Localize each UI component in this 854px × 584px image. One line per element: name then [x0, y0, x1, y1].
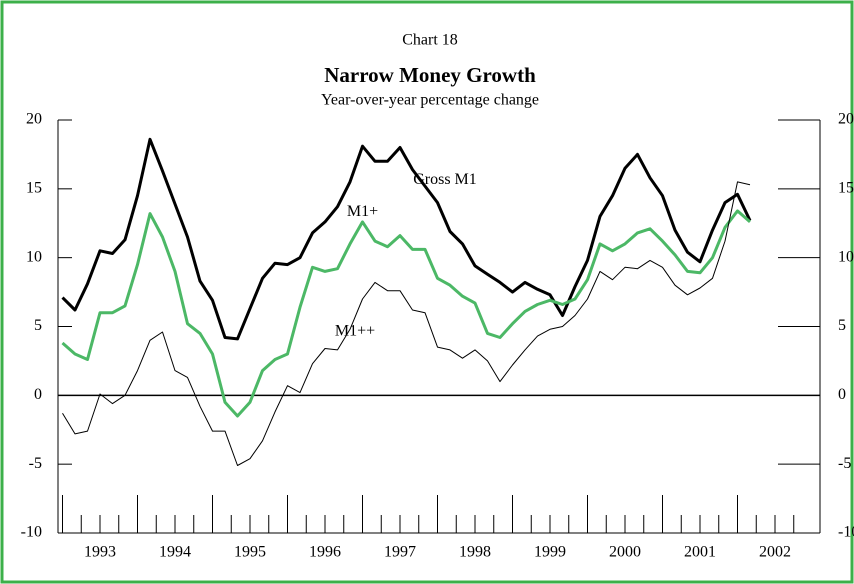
- y-tick-label: 15: [26, 180, 42, 197]
- x-tick-label: 1995: [234, 544, 266, 561]
- chart-label: Chart 18: [402, 32, 458, 49]
- series-label: M1+: [347, 203, 378, 220]
- series-label: M1++: [335, 323, 375, 340]
- y2-tick-label: -5: [838, 455, 851, 472]
- x-tick-label: 1996: [309, 544, 341, 561]
- y2-tick-label: 15: [838, 180, 854, 197]
- y2-tick-label: -10: [838, 524, 854, 541]
- x-tick-label: 1994: [159, 544, 191, 561]
- chart-title: Narrow Money Growth: [324, 63, 536, 87]
- x-tick-label: 1997: [384, 544, 416, 561]
- y2-tick-label: 10: [838, 248, 854, 265]
- x-tick-label: 1993: [84, 544, 116, 561]
- y2-tick-label: 20: [838, 111, 854, 128]
- x-tick-label: 2000: [609, 544, 641, 561]
- y-tick-label: 0: [34, 386, 42, 403]
- x-tick-label: 1998: [459, 544, 491, 561]
- series-label: Gross M1: [413, 171, 477, 188]
- y2-tick-label: 0: [838, 386, 846, 403]
- series-line: [61, 209, 751, 418]
- y-tick-label: -5: [29, 455, 42, 472]
- chart-subtitle: Year-over-year percentage change: [321, 92, 539, 109]
- y-tick-label: 5: [34, 317, 42, 334]
- x-tick-label: 2001: [684, 544, 716, 561]
- y-tick-label: 20: [26, 111, 42, 128]
- x-tick-label: 2002: [759, 544, 791, 561]
- y-tick-label: -10: [21, 524, 42, 541]
- y2-tick-label: 5: [838, 317, 846, 334]
- series-line: [62, 181, 751, 466]
- x-tick-label: 1999: [534, 544, 566, 561]
- y-tick-label: 10: [26, 248, 42, 265]
- series-line: [61, 137, 752, 341]
